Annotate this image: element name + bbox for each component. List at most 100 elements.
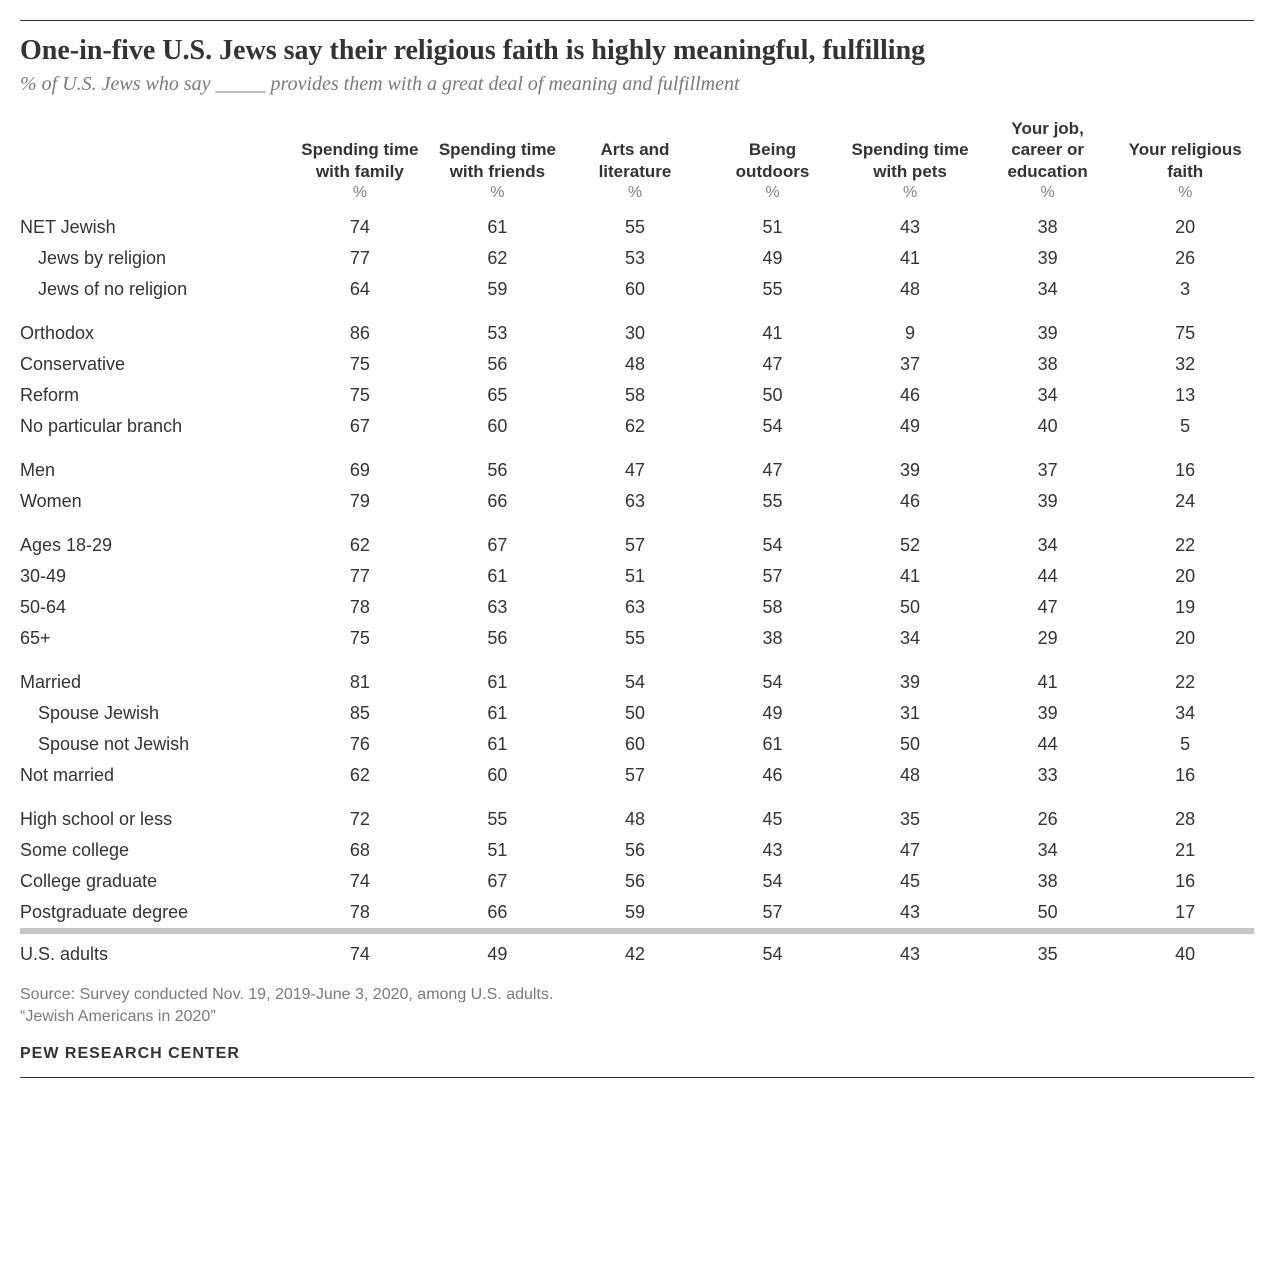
table-row: 65+75565538342920 <box>20 623 1254 654</box>
pct-label: % <box>566 184 704 212</box>
cell-value: 78 <box>291 592 429 623</box>
cell-value: 53 <box>429 305 567 349</box>
cell-value: 48 <box>566 791 704 835</box>
cell-value: 54 <box>704 517 842 561</box>
cell-value: 63 <box>566 486 704 517</box>
cell-value: 67 <box>429 866 567 897</box>
row-label: Men <box>20 442 291 486</box>
cell-value: 38 <box>979 866 1117 897</box>
cell-value: 58 <box>566 380 704 411</box>
cell-value: 60 <box>566 729 704 760</box>
row-label: Jews of no religion <box>20 274 291 305</box>
cell-value: 49 <box>429 931 567 970</box>
cell-value: 61 <box>429 729 567 760</box>
cell-value: 37 <box>979 442 1117 486</box>
table-row: Some college68515643473421 <box>20 835 1254 866</box>
cell-value: 49 <box>704 243 842 274</box>
cell-value: 46 <box>841 380 979 411</box>
table-row: Postgraduate degree78665957435017 <box>20 897 1254 931</box>
table-row: Women79666355463924 <box>20 486 1254 517</box>
cell-value: 43 <box>841 212 979 243</box>
cell-value: 21 <box>1116 835 1254 866</box>
chart-title: One-in-five U.S. Jews say their religiou… <box>20 35 1254 67</box>
cell-value: 65 <box>429 380 567 411</box>
cell-value: 39 <box>979 305 1117 349</box>
row-label: Some college <box>20 835 291 866</box>
cell-value: 72 <box>291 791 429 835</box>
cell-value: 20 <box>1116 623 1254 654</box>
cell-value: 39 <box>841 442 979 486</box>
cell-value: 56 <box>566 835 704 866</box>
row-label: Spouse Jewish <box>20 698 291 729</box>
row-label: 50-64 <box>20 592 291 623</box>
cell-value: 41 <box>979 654 1117 698</box>
cell-value: 24 <box>1116 486 1254 517</box>
cell-value: 22 <box>1116 517 1254 561</box>
cell-value: 62 <box>566 411 704 442</box>
table-body: NET Jewish74615551433820Jews by religion… <box>20 212 1254 970</box>
cell-value: 54 <box>566 654 704 698</box>
cell-value: 43 <box>704 835 842 866</box>
cell-value: 19 <box>1116 592 1254 623</box>
row-label: Conservative <box>20 349 291 380</box>
cell-value: 16 <box>1116 442 1254 486</box>
cell-value: 57 <box>566 517 704 561</box>
cell-value: 79 <box>291 486 429 517</box>
row-label: College graduate <box>20 866 291 897</box>
cell-value: 74 <box>291 866 429 897</box>
cell-value: 66 <box>429 897 567 931</box>
cell-value: 30 <box>566 305 704 349</box>
cell-value: 44 <box>979 561 1117 592</box>
cell-value: 54 <box>704 931 842 970</box>
cell-value: 86 <box>291 305 429 349</box>
pct-label: % <box>704 184 842 212</box>
cell-value: 78 <box>291 897 429 931</box>
row-label: No particular branch <box>20 411 291 442</box>
row-label: Ages 18-29 <box>20 517 291 561</box>
col-header: Your job, career or education <box>979 114 1117 184</box>
cell-value: 75 <box>291 380 429 411</box>
table-row: College graduate74675654453816 <box>20 866 1254 897</box>
cell-value: 47 <box>704 442 842 486</box>
cell-value: 81 <box>291 654 429 698</box>
cell-value: 41 <box>841 561 979 592</box>
cell-value: 60 <box>566 274 704 305</box>
cell-value: 75 <box>1116 305 1254 349</box>
table-row: Orthodox8653304193975 <box>20 305 1254 349</box>
row-label: High school or less <box>20 791 291 835</box>
cell-value: 43 <box>841 931 979 970</box>
cell-value: 74 <box>291 212 429 243</box>
cell-value: 5 <box>1116 729 1254 760</box>
cell-value: 34 <box>979 380 1117 411</box>
cell-value: 40 <box>1116 931 1254 970</box>
cell-value: 57 <box>704 561 842 592</box>
cell-value: 61 <box>429 698 567 729</box>
cell-value: 76 <box>291 729 429 760</box>
cell-value: 35 <box>979 931 1117 970</box>
cell-value: 44 <box>979 729 1117 760</box>
cell-value: 39 <box>841 654 979 698</box>
cell-value: 46 <box>841 486 979 517</box>
cell-value: 41 <box>841 243 979 274</box>
cell-value: 77 <box>291 243 429 274</box>
cell-value: 34 <box>841 623 979 654</box>
chart-subtitle: % of U.S. Jews who say _____ provides th… <box>20 73 1254 96</box>
table-row: Married81615454394122 <box>20 654 1254 698</box>
row-label: Orthodox <box>20 305 291 349</box>
cell-value: 16 <box>1116 866 1254 897</box>
cell-value: 55 <box>704 274 842 305</box>
cell-value: 53 <box>566 243 704 274</box>
cell-value: 26 <box>1116 243 1254 274</box>
table-row: Not married62605746483316 <box>20 760 1254 791</box>
cell-value: 47 <box>704 349 842 380</box>
cell-value: 34 <box>979 835 1117 866</box>
cell-value: 55 <box>704 486 842 517</box>
cell-value: 34 <box>979 274 1117 305</box>
pct-label: % <box>429 184 567 212</box>
cell-value: 32 <box>1116 349 1254 380</box>
data-table: Spending time with family Spending time … <box>20 114 1254 970</box>
cell-value: 13 <box>1116 380 1254 411</box>
cell-value: 20 <box>1116 212 1254 243</box>
row-label: Postgraduate degree <box>20 897 291 931</box>
row-label: Reform <box>20 380 291 411</box>
